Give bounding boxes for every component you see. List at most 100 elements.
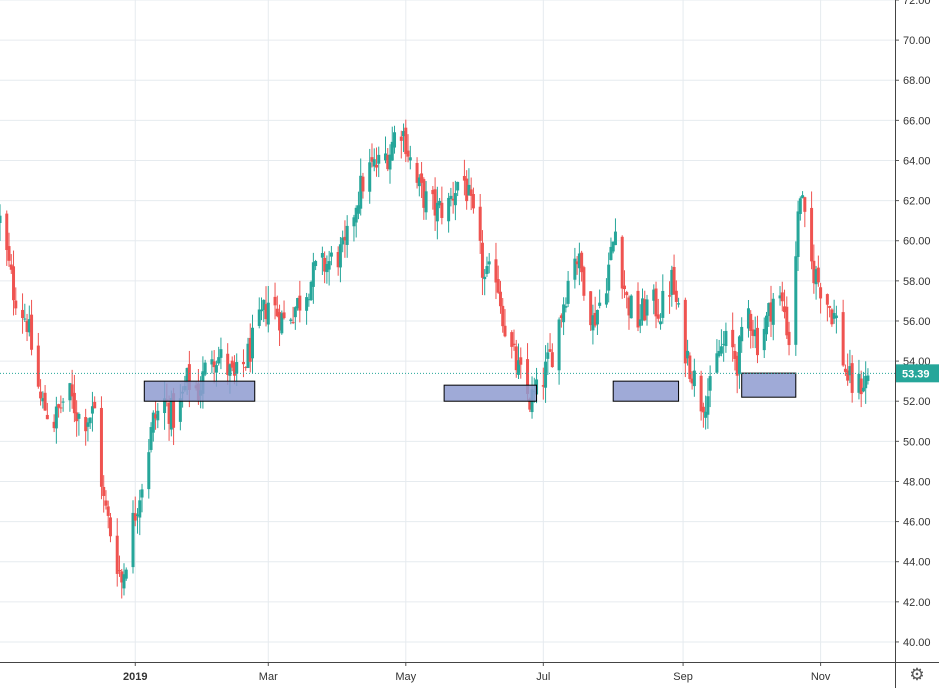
candle-up [861, 387, 865, 392]
candle-down [550, 352, 554, 368]
candle-up [641, 298, 645, 321]
candle-down [733, 350, 737, 359]
candle-up [235, 362, 239, 374]
candle-up [309, 281, 313, 301]
candle-down [656, 314, 660, 319]
candle-up [706, 396, 710, 415]
candle-up [778, 295, 782, 299]
candle-down [336, 252, 340, 268]
y-tick-label: 72.00 [903, 0, 931, 7]
support-zone-box[interactable] [612, 380, 680, 402]
candle-up [140, 489, 144, 498]
candle-up [280, 313, 284, 334]
candle-down [323, 257, 327, 272]
candle-up [408, 157, 412, 161]
candle-up [356, 205, 360, 214]
candle-up [562, 304, 566, 323]
y-tick-label: 66.00 [903, 115, 931, 127]
candle-up [564, 306, 568, 308]
candle-down [154, 414, 158, 419]
x-tick-label: Mar [259, 671, 278, 683]
candle-down [93, 401, 97, 409]
candle-up [708, 376, 712, 391]
candle-up [402, 131, 406, 137]
candle-down [825, 294, 829, 305]
candle-up [156, 410, 160, 421]
candle-down [406, 150, 410, 157]
candle-up [372, 159, 376, 167]
candle-down [620, 236, 624, 289]
candle-up [314, 261, 318, 267]
y-tick-label: 68.00 [903, 75, 931, 87]
candle-down [244, 367, 248, 369]
support-zones[interactable] [143, 372, 797, 402]
candle-up [746, 308, 750, 329]
candle-up [595, 309, 599, 325]
candle-up [61, 401, 65, 403]
candle-up [293, 307, 297, 318]
candle-down [843, 368, 847, 372]
candle-up [424, 191, 428, 213]
candle-down [386, 154, 390, 170]
candle-up [388, 154, 392, 170]
candle-up [677, 303, 681, 305]
candle-up [715, 353, 719, 373]
candle-down [104, 500, 108, 506]
support-zone-box[interactable] [443, 384, 538, 402]
candle-down [59, 407, 63, 409]
candle-up [311, 262, 315, 287]
candle-up [359, 175, 363, 209]
candle-up [483, 276, 487, 280]
candle-down [688, 355, 692, 379]
candle-up [864, 375, 868, 389]
candle-down [480, 242, 484, 278]
candle-down [275, 308, 279, 317]
candle-down [498, 291, 502, 307]
candle-up [246, 343, 250, 368]
candle-up [609, 246, 613, 261]
candle-up [257, 309, 261, 326]
candle-down [541, 385, 545, 387]
candle-up [848, 366, 852, 376]
candle-up [122, 574, 126, 589]
candle-down [106, 506, 110, 516]
candle-up [577, 253, 581, 269]
support-zone-box[interactable] [741, 372, 797, 398]
y-tick-label: 44.00 [903, 557, 931, 569]
candle-up [686, 350, 690, 359]
candle-up [329, 252, 333, 257]
candle-down [431, 189, 435, 195]
candle-up [0, 215, 2, 224]
candle-up [228, 364, 232, 376]
last-price-marker: 53.39 [0, 364, 939, 383]
candle-down [99, 407, 103, 487]
candle-up [163, 398, 167, 414]
candle-up [90, 406, 94, 414]
candle-up [289, 319, 293, 321]
candle-down [828, 305, 832, 308]
candle-down [212, 361, 216, 368]
candle-down [510, 332, 514, 347]
candle-up [764, 315, 768, 335]
candle-up [185, 367, 189, 384]
y-tick-label: 70.00 [903, 35, 931, 47]
candle-down [819, 287, 823, 299]
gear-icon[interactable]: ⚙ [909, 665, 925, 684]
candle-down [264, 304, 268, 320]
candle-down [273, 296, 277, 306]
candle-up [320, 252, 324, 258]
candle-down [668, 295, 672, 297]
candle-down [850, 363, 854, 393]
candle-up [798, 198, 802, 214]
candle-down [548, 349, 552, 352]
candle-down [232, 362, 236, 376]
last-price-badge [896, 364, 939, 383]
x-tick-label: 2019 [123, 671, 147, 683]
candle-down [780, 292, 784, 302]
candle-down [514, 346, 518, 371]
candle-up [219, 349, 223, 358]
support-zone-box[interactable] [143, 380, 256, 402]
candle-down [859, 378, 863, 395]
